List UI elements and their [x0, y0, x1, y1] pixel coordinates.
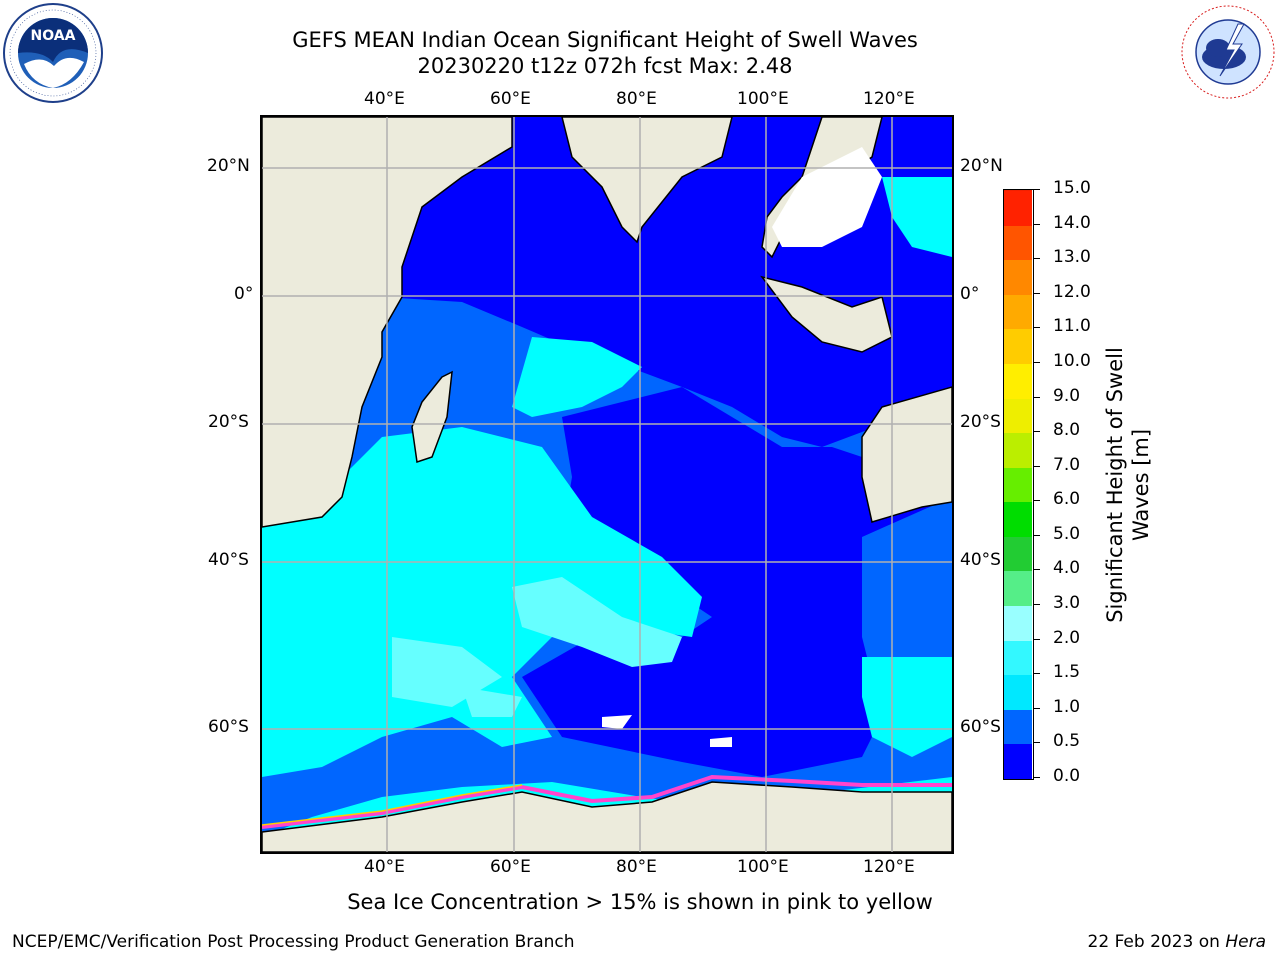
colorbar-title-line2: Waves [m] — [1129, 428, 1153, 542]
sea-ice-edge — [262, 774, 952, 829]
colorbar-tick-mark — [1034, 534, 1040, 536]
lon-label-bottom-80: 80°E — [616, 857, 657, 877]
lat-label-left-20n: 20°N — [207, 156, 250, 176]
lat-label-left-60s: 60°S — [208, 717, 249, 737]
colorbar-tick-mark — [1034, 292, 1040, 294]
lon-label-top-40: 40°E — [364, 89, 405, 109]
colorbar-tick-label: 11.0 — [1053, 316, 1091, 337]
colorbar-tick-label: 0.0 — [1053, 766, 1081, 786]
colorbar-tick-mark — [1034, 742, 1040, 744]
colorbar-tick-label: 2.0 — [1053, 627, 1081, 648]
lat-label-right-0: 0° — [960, 284, 980, 304]
colorbar-tick-mark — [1034, 327, 1040, 329]
colorbar-segment — [1004, 466, 1032, 503]
colorbar-tick-mark — [1034, 258, 1040, 260]
colorbar-segment — [1004, 362, 1032, 399]
colorbar-tick-label: 6.0 — [1053, 489, 1081, 510]
colorbar-tick-label: 10.0 — [1053, 350, 1091, 371]
colorbar-tick-mark — [1034, 396, 1040, 398]
colorbar-segment — [1004, 224, 1032, 261]
lon-label-top-120: 120°E — [863, 89, 915, 109]
colorbar-tick-label: 1.5 — [1053, 662, 1081, 683]
nws-logo — [1180, 4, 1276, 100]
colorbar-tick-label: 14.0 — [1053, 212, 1091, 233]
colorbar-tick-mark — [1034, 431, 1040, 433]
lat-label-right-20s: 20°S — [960, 412, 1001, 432]
lat-label-right-20n: 20°N — [960, 156, 1003, 176]
footer-date: 22 Feb 2023 on Hera — [1088, 932, 1266, 952]
colorbar-tick-mark — [1034, 223, 1040, 225]
colorbar-ticks: 0.0 0.5 1.0 1.5 2.0 3.0 4.0 5.0 6.0 7.0 8.0 9.0 10.0… — [1034, 178, 1114, 786]
map-panel — [260, 115, 954, 854]
colorbar-tick-mark — [1034, 500, 1040, 502]
colorbar-segment — [1004, 432, 1032, 468]
lon-label-bottom-120: 120°E — [863, 857, 915, 877]
colorbar-title-line1: Significant Height of Swell — [1103, 347, 1127, 623]
colorbar-segment — [1004, 259, 1032, 295]
lon-label-top-60: 60°E — [490, 89, 531, 109]
colorbar-segment — [1004, 743, 1032, 779]
colorbar-tick-mark — [1034, 569, 1040, 571]
lon-label-top-100: 100°E — [737, 89, 789, 109]
colorbar-tick-mark — [1034, 604, 1040, 606]
colorbar-tick-mark — [1034, 777, 1040, 778]
noaa-logo: NOAA — [3, 3, 103, 103]
lon-label-top-80: 80°E — [616, 89, 657, 109]
colorbar — [1003, 189, 1034, 780]
sea-ice-edge-yellow — [262, 784, 523, 826]
colorbar-segment — [1004, 674, 1032, 710]
colorbar-tick-label: 12.0 — [1053, 281, 1091, 302]
colorbar-tick-label: 0.5 — [1053, 731, 1081, 752]
lon-label-bottom-60: 60°E — [490, 857, 531, 877]
colorbar-segment — [1004, 190, 1032, 226]
colorbar-tick-mark — [1034, 189, 1040, 190]
lon-label-bottom-40: 40°E — [364, 857, 405, 877]
colorbar-tick-label: 3.0 — [1053, 593, 1081, 614]
chart-title: GEFS MEAN Indian Ocean Significant Heigh… — [292, 28, 918, 52]
graticule — [262, 117, 952, 852]
chart-subtitle: 20230220 t12z 072h fcst Max: 2.48 — [417, 54, 793, 78]
colorbar-tick-label: 7.0 — [1053, 454, 1081, 475]
colorbar-tick-mark — [1034, 465, 1040, 467]
footer-branch: NCEP/EMC/Verification Post Processing Pr… — [12, 932, 575, 952]
colorbar-segment — [1004, 328, 1032, 364]
lon-label-bottom-100: 100°E — [737, 857, 789, 877]
colorbar-tick-label: 9.0 — [1053, 385, 1081, 406]
colorbar-segment — [1004, 535, 1032, 572]
colorbar-tick-mark — [1034, 673, 1040, 675]
colorbar-tick-mark — [1034, 361, 1040, 363]
lat-label-right-40s: 40°S — [960, 550, 1001, 570]
colorbar-tick-mark — [1034, 707, 1040, 709]
colorbar-segment — [1004, 293, 1032, 330]
colorbar-segment — [1004, 605, 1032, 641]
colorbar-tick-label: 4.0 — [1053, 558, 1081, 579]
colorbar-tick-mark — [1034, 638, 1040, 640]
no-data-patches — [602, 147, 882, 747]
colorbar-segment — [1004, 570, 1032, 607]
footer-host: Hera — [1225, 932, 1266, 952]
svg-text:NOAA: NOAA — [31, 28, 76, 44]
colorbar-segment — [1004, 397, 1032, 434]
lat-label-left-0: 0° — [234, 284, 254, 304]
colorbar-tick-label: 8.0 — [1053, 420, 1081, 441]
sea-ice-caption: Sea Ice Concentration > 15% is shown in … — [347, 890, 933, 914]
colorbar-segment — [1004, 708, 1032, 745]
colorbar-tick-label: 1.0 — [1053, 696, 1081, 717]
colorbar-segment — [1004, 639, 1032, 676]
colorbar-tick-label: 15.0 — [1053, 178, 1091, 198]
lat-label-left-40s: 40°S — [208, 550, 249, 570]
lat-label-left-20s: 20°S — [208, 412, 249, 432]
colorbar-segment — [1004, 501, 1032, 537]
colorbar-tick-label: 13.0 — [1053, 247, 1091, 268]
swell-height-map — [262, 117, 952, 852]
lat-label-right-60s: 60°S — [960, 717, 1001, 737]
colorbar-tick-label: 5.0 — [1053, 523, 1081, 544]
footer-date-text: 22 Feb 2023 on — [1087, 932, 1226, 952]
